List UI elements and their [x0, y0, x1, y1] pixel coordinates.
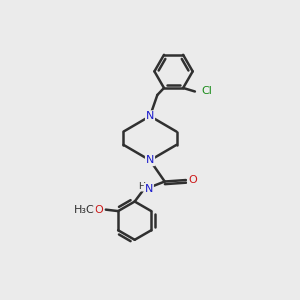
Text: N: N [145, 184, 153, 194]
Text: O: O [94, 205, 103, 214]
Text: N: N [146, 111, 154, 121]
Text: O: O [188, 175, 197, 185]
Text: Cl: Cl [202, 86, 213, 97]
Text: H: H [139, 182, 145, 191]
Text: H₃C: H₃C [74, 205, 94, 214]
Text: N: N [146, 155, 154, 165]
